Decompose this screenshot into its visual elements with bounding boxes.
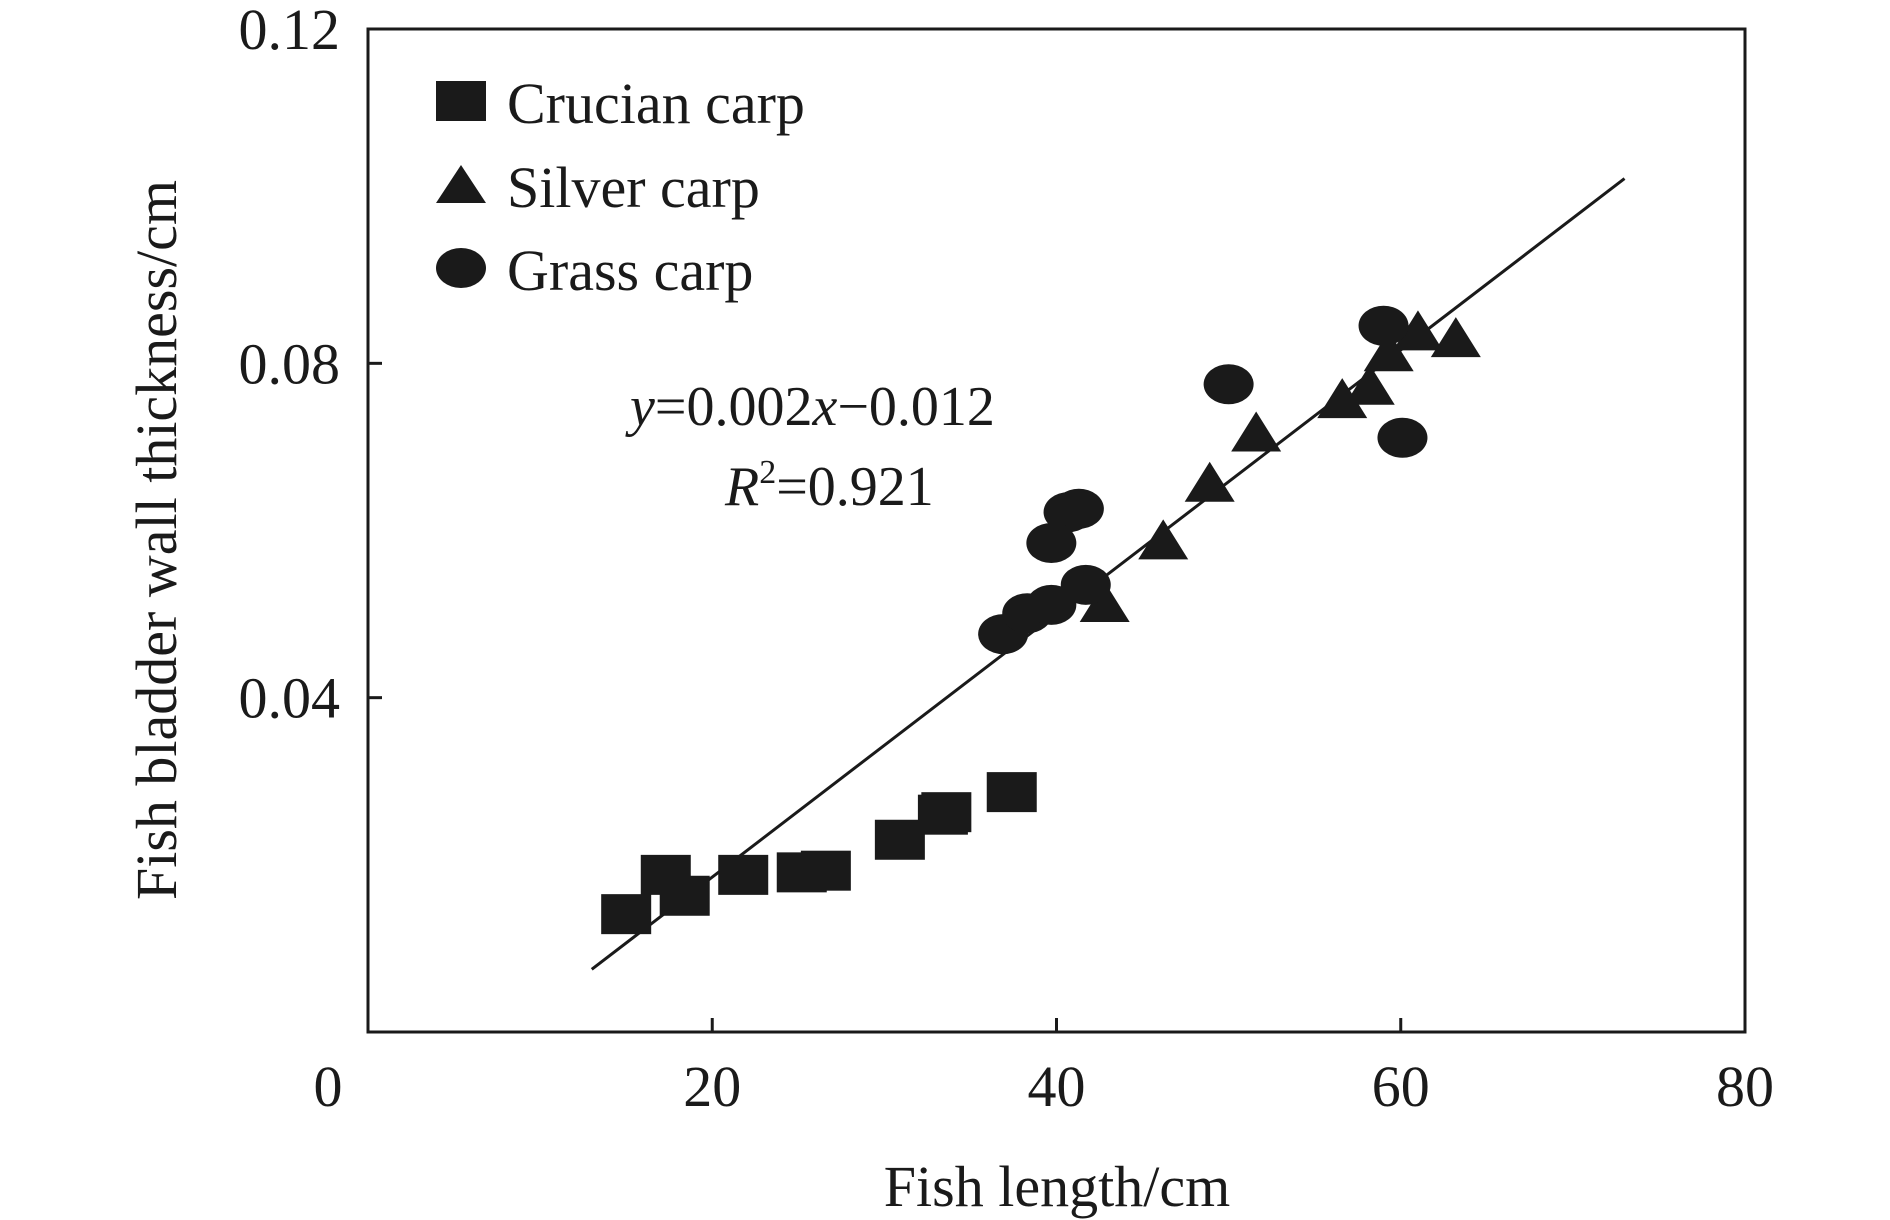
point-silver-carp [1231, 411, 1282, 452]
fit-r-squared: R2=0.921 [724, 454, 934, 518]
eq-y: y [625, 376, 655, 438]
point-crucian-carp [659, 875, 710, 916]
point-grass-carp [1203, 364, 1254, 405]
point-silver-carp [1392, 310, 1443, 351]
point-silver-carp [1363, 331, 1414, 372]
x-tick-label: 40 [1028, 1054, 1086, 1119]
eq-part-2: −0.012 [837, 376, 995, 438]
point-crucian-carp [718, 854, 769, 895]
r-value: =0.921 [776, 456, 934, 518]
legend-marker-silver-carp [436, 165, 486, 203]
y-tick-label: 0.12 [239, 0, 341, 62]
x-tick-label: 20 [683, 1054, 741, 1119]
r-exponent: 2 [759, 454, 776, 491]
point-crucian-carp [921, 792, 972, 833]
point-grass-carp [1060, 564, 1111, 605]
fit-equation: y=0.002x−0.012 [625, 376, 995, 438]
x-axis-title: Fish length/cm [884, 1154, 1230, 1219]
point-crucian-carp [601, 894, 652, 935]
x-axis-ticks: 0 20 40 60 80 [314, 1018, 1774, 1119]
legend-marker-grass-carp [436, 248, 486, 288]
x-tick-label: 60 [1372, 1054, 1430, 1119]
point-silver-carp [1317, 378, 1368, 419]
fit-line-layer [590, 177, 1626, 971]
legend-marker-crucian-carp [436, 81, 486, 121]
legend-label-silver-carp: Silver carp [507, 155, 760, 220]
point-silver-carp [1344, 364, 1395, 405]
point-crucian-carp [986, 772, 1037, 813]
regression-line [590, 177, 1626, 971]
eq-part-1: =0.002 [655, 376, 813, 438]
legend-label-crucian-carp: Crucian carp [507, 71, 805, 136]
point-grass-carp [1026, 584, 1077, 625]
point-silver-carp [1138, 519, 1189, 560]
point-silver-carp [1079, 582, 1130, 623]
point-grass-carp [1053, 488, 1104, 529]
point-crucian-carp [874, 819, 925, 860]
legend: Crucian carp Silver carp Grass carp [436, 71, 805, 303]
legend-label-grass-carp: Grass carp [507, 238, 753, 303]
x-tick-label: 80 [1716, 1054, 1774, 1119]
point-crucian-carp [800, 850, 851, 891]
point-grass-carp [1377, 417, 1428, 458]
point-grass-carp [1358, 305, 1409, 346]
point-silver-carp [1430, 317, 1481, 358]
y-tick-label: 0.08 [239, 331, 341, 396]
x-tick-label: 0 [314, 1054, 343, 1119]
r-letter: R [724, 456, 759, 518]
y-axis-title: Fish bladder wall thickness/cm [124, 180, 189, 900]
y-axis-ticks: 0.04 0.08 0.12 [239, 0, 382, 731]
y-tick-label: 0.04 [239, 666, 341, 731]
points-layer [601, 305, 1481, 935]
point-silver-carp [1184, 461, 1235, 502]
eq-x: x [811, 376, 837, 438]
point-grass-carp [1026, 523, 1077, 564]
